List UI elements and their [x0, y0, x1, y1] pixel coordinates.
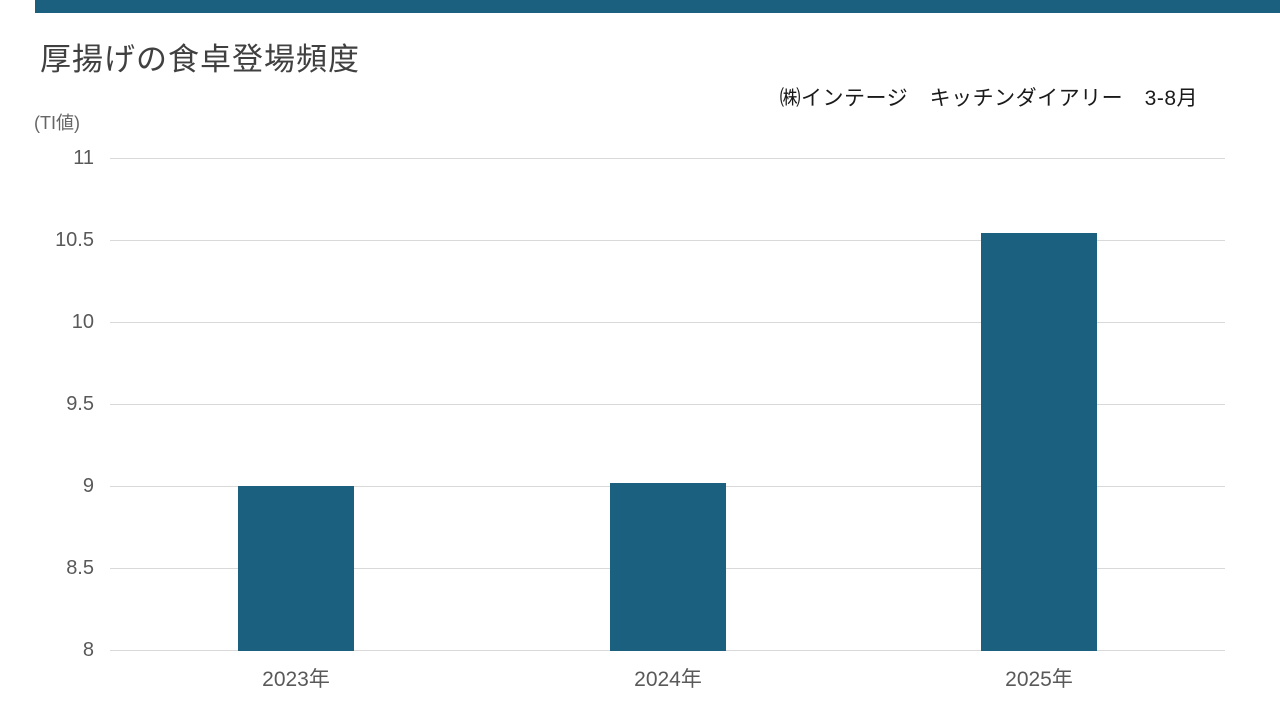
- bar-2024年: [610, 483, 726, 651]
- bar-2023年: [238, 486, 354, 651]
- chart-title: 厚揚げの食卓登場頻度: [40, 42, 360, 77]
- source-note: ㈱インテージ キッチンダイアリー 3-8月: [779, 87, 1198, 110]
- x-tick-label-2023年: 2023年: [262, 668, 330, 691]
- y-tick-label-8.5: 8.5: [66, 557, 94, 579]
- gridline-10.5: [110, 240, 1225, 241]
- bar-2025年: [981, 233, 1097, 651]
- y-tick-label-9.5: 9.5: [66, 393, 94, 415]
- y-tick-label-10: 10: [71, 311, 94, 333]
- y-tick-label-8: 8: [82, 639, 94, 661]
- y-tick-label-10.5: 10.5: [55, 229, 94, 251]
- gridline-10: [110, 322, 1225, 323]
- y-axis-unit-label: (TI値): [34, 113, 80, 133]
- top-accent-bar: [35, 0, 1280, 13]
- x-tick-label-2025年: 2025年: [1005, 668, 1073, 691]
- gridline-11: [110, 158, 1225, 159]
- x-tick-label-2024年: 2024年: [634, 668, 702, 691]
- gridline-9.5: [110, 404, 1225, 405]
- y-tick-label-9: 9: [82, 475, 94, 497]
- y-tick-label-11: 11: [73, 147, 94, 169]
